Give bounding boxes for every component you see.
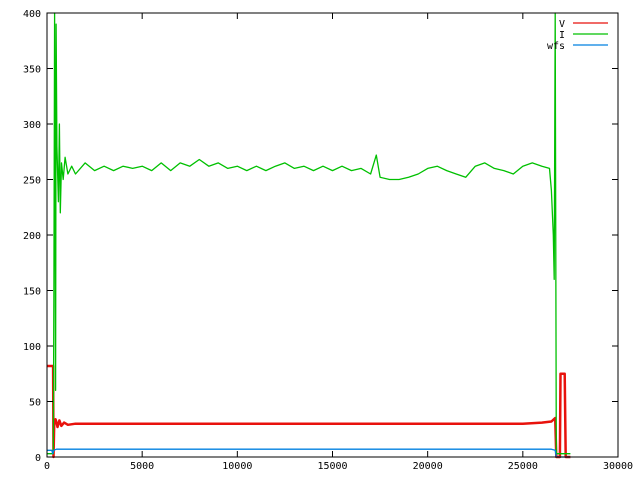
y-tick-label: 0: [35, 453, 41, 464]
y-tick-label: 300: [23, 120, 41, 131]
series-line-v: [47, 364, 571, 459]
series-line-i: [47, 12, 571, 455]
x-tick-label: 20000: [413, 461, 443, 472]
x-tick-label: 25000: [508, 461, 538, 472]
legend-label-v: V: [559, 19, 565, 30]
x-tick-label: 0: [44, 461, 50, 472]
series-layer: [47, 12, 571, 459]
legend-label-wfs: wfs: [547, 41, 565, 52]
y-tick-label: 150: [23, 287, 41, 298]
x-tick-label: 30000: [603, 461, 633, 472]
x-tick-label: 15000: [317, 461, 347, 472]
y-tick-label: 50: [29, 398, 41, 409]
y-axis: 0 50 100 150 200 250 300 350 400: [23, 9, 618, 464]
x-tick-label: 5000: [130, 461, 154, 472]
y-tick-label: 100: [23, 342, 41, 353]
y-tick-label: 250: [23, 176, 41, 187]
x-axis: 0 5000 10000 15000 20000 25000 30000: [44, 13, 633, 472]
legend-label-i: I: [559, 30, 565, 41]
y-tick-label: 400: [23, 9, 41, 20]
x-tick-label: 10000: [222, 461, 252, 472]
y-tick-label: 200: [23, 231, 41, 242]
y-tick-label: 350: [23, 65, 41, 76]
series-line-wfs: [47, 448, 571, 458]
